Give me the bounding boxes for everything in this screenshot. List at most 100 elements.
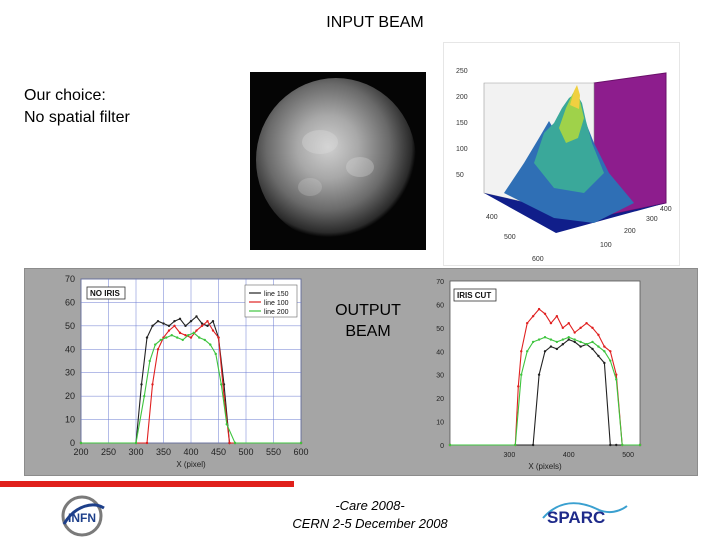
data-point (167, 324, 171, 328)
data-point (638, 443, 642, 447)
data-point (609, 359, 612, 362)
data-point (603, 350, 606, 353)
data-point (134, 441, 138, 445)
infn-logo-text: INFN (68, 511, 96, 525)
data-point (209, 343, 212, 346)
data-point (543, 312, 547, 315)
data-point (156, 319, 160, 323)
x-tick-label: 400 (183, 447, 198, 457)
data-point (543, 336, 547, 339)
data-point (184, 324, 187, 328)
data-point (549, 345, 553, 348)
data-point (514, 443, 517, 447)
data-point (187, 334, 190, 337)
infn-logo: INFN (54, 494, 114, 538)
data-point (525, 350, 529, 353)
data-point (220, 383, 223, 386)
data-point (151, 324, 154, 328)
data-point (448, 443, 452, 447)
x-tick-label: 600 (532, 256, 544, 263)
y-tick-label: 0 (440, 443, 444, 450)
y-tick-label: 20 (436, 396, 444, 403)
input-beam-image (250, 72, 426, 250)
footer-line-1: -Care 2008- (335, 498, 405, 513)
data-point (579, 340, 582, 344)
data-point (189, 336, 193, 339)
data-point (549, 338, 553, 341)
z-tick-label: 150 (456, 120, 468, 127)
legend-label: line 200 (264, 309, 289, 316)
output-beam-label: OUTPUT BEAM (318, 300, 418, 342)
y-tick-label: 30 (65, 368, 75, 378)
z-tick-label: 200 (456, 94, 468, 101)
data-point (561, 343, 565, 346)
data-point (178, 317, 182, 321)
data-point (206, 324, 209, 328)
data-point (591, 347, 594, 351)
data-point (597, 345, 600, 348)
data-point (520, 350, 523, 353)
data-point (211, 319, 215, 323)
data-point (198, 336, 201, 339)
data-point (537, 373, 541, 376)
data-point (165, 336, 168, 339)
data-point (233, 441, 237, 445)
chart-tag (453, 288, 497, 302)
legend-label: line 100 (264, 300, 289, 307)
data-point (537, 338, 541, 341)
data-point (567, 321, 570, 325)
y-tick-label: 40 (65, 344, 75, 354)
data-point (597, 333, 600, 337)
line-chart-0: 0 10 20 30 40 50 60 70 200 250 300 350 400 450 500 550 6… (65, 274, 309, 469)
surface-mound-top (570, 85, 580, 109)
y-tick-label: 60 (65, 297, 75, 307)
chart-tag-text: IRIS CUT (457, 291, 491, 300)
data-point (615, 373, 618, 376)
infn-logo-ring (61, 495, 103, 537)
z-tick-label: 250 (456, 68, 468, 75)
z-tick-label: 100 (456, 146, 468, 153)
sparc-logo: SPARC (539, 498, 631, 528)
data-point (603, 361, 606, 365)
footer-line-2: CERN 2-5 December 2008 (292, 516, 448, 531)
choice-line-1: Our choice: (24, 87, 106, 104)
choice-line-2: No spatial filter (24, 109, 130, 126)
y-tick-label: 70 (65, 274, 75, 284)
accent-rule (0, 481, 294, 487)
x-tick-label: 600 (293, 447, 308, 457)
y-tick-label: 30 (436, 373, 444, 380)
data-point (591, 326, 594, 330)
data-point (525, 321, 529, 325)
data-point (573, 340, 576, 344)
data-point (609, 443, 612, 447)
data-point (173, 319, 176, 323)
data-point (555, 347, 559, 351)
x-tick-label: 450 (211, 447, 226, 457)
data-point (620, 443, 624, 447)
surface-plot-3d: 50 100 150 200 250 400 500 600 100 200 300 400 (443, 42, 680, 266)
x-axis-label: X (pixels) (528, 462, 562, 471)
x-tick-label: 200 (73, 447, 88, 457)
chart-tag (86, 286, 126, 300)
data-point (603, 345, 606, 348)
x-tick-label: 400 (486, 214, 498, 221)
x-tick-label: 550 (266, 447, 281, 457)
x-tick-label: 500 (622, 452, 634, 459)
legend-box (244, 284, 298, 318)
data-point (154, 343, 157, 346)
output-line-2: BEAM (345, 323, 391, 340)
data-point (162, 322, 165, 325)
plot-area (449, 280, 641, 446)
data-point (176, 336, 179, 339)
data-point (200, 322, 204, 325)
data-point (159, 338, 162, 342)
data-point (170, 334, 173, 337)
chart-tag-text: NO IRIS (90, 289, 120, 298)
data-point (609, 350, 612, 353)
z-axis-tick-label: 300 (646, 216, 658, 223)
y-tick-label: 20 (65, 391, 75, 401)
output-line-1: OUTPUT (335, 302, 401, 319)
data-point (203, 338, 206, 342)
data-point (145, 441, 149, 445)
data-point (615, 443, 618, 447)
